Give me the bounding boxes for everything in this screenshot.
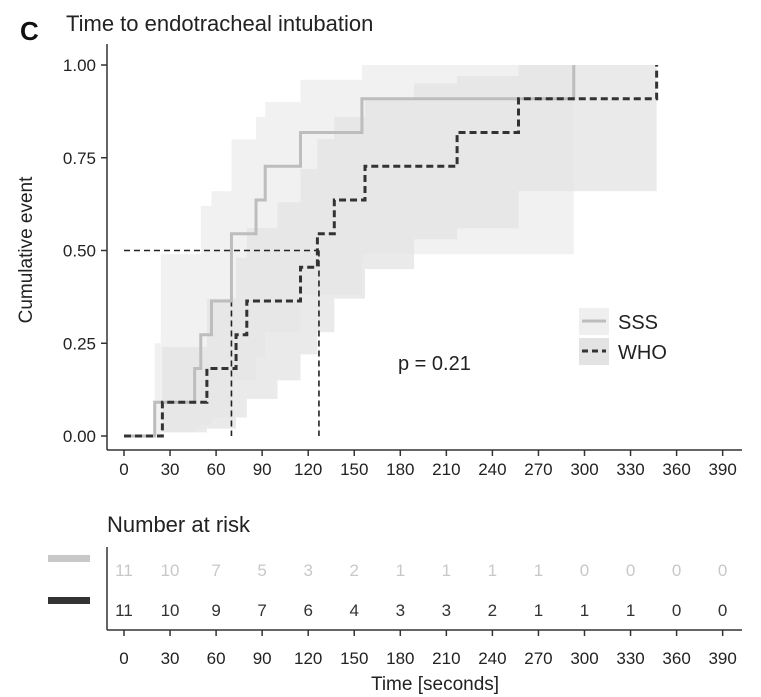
risk-cell-sss-6: 1 [396,561,405,580]
y-tick-label-1: 0.25 [63,334,96,353]
risk-table-title: Number at risk [107,512,251,537]
risk-cell-who-1: 10 [161,601,180,620]
risk-x-tick-label-10: 300 [570,649,598,668]
ci-band-who-9 [364,98,415,270]
risk-cell-sss-5: 2 [350,561,359,580]
risk-cell-who-5: 4 [350,601,359,620]
x-tick-label-13: 390 [708,460,736,479]
km-curves [124,65,659,438]
risk-cell-who-4: 6 [303,601,312,620]
ci-band-who-3 [236,257,247,418]
x-tick-label-8: 240 [478,460,506,479]
risk-table-values: 11 10 7 5 3 2 1 1 1 1 0 0 0 011 10 9 7 6 4 3 3 2 1 1 1 0 0 [115,561,727,620]
x-tick-label-11: 330 [616,460,644,479]
risk-cell-who-6: 3 [396,601,405,620]
curve-sss [124,65,576,438]
legend-label-who: WHO [618,342,667,364]
risk-cell-sss-3: 5 [257,561,266,580]
risk-cell-sss-9: 1 [534,561,543,580]
x-tick-label-6: 180 [386,460,414,479]
risk-key-who [48,597,90,604]
x-tick-label-7: 210 [432,460,460,479]
curve-who [124,65,659,438]
ci-band-sss-3 [194,254,201,429]
x-tick-label-2: 60 [207,460,226,479]
risk-x-axis-ticks: 0 30 60 90 120 150 180 210 240 270 300 330 360 390 [119,630,737,668]
y-tick-label-2: 0.50 [63,242,96,261]
y-axis-ticks: 0.00 0.25 0.50 0.75 1.00 [63,56,107,446]
risk-cell-sss-10: 0 [580,561,589,580]
p-value-annotation: p = 0.21 [398,353,471,375]
risk-cell-who-11: 1 [626,601,635,620]
risk-cell-who-7: 3 [442,601,451,620]
risk-cell-sss-1: 10 [161,561,180,580]
y-tick-label-3: 0.75 [63,149,96,168]
risk-cell-sss-2: 7 [211,561,220,580]
x-tick-label-5: 150 [340,460,368,479]
ci-band-who-7 [317,139,335,333]
ci-band-who-4 [246,228,278,399]
legend-label-sss: SSS [618,312,658,334]
risk-cell-sss-0: 11 [115,561,133,580]
risk-x-tick-label-11: 330 [616,649,644,668]
risk-cell-who-8: 2 [488,601,497,620]
ci-band-sss-4 [200,205,212,425]
risk-x-tick-label-6: 180 [386,649,414,668]
risk-cell-sss-13: 0 [718,561,727,580]
x-axis-ticks: 0 30 60 90 120 150 180 210 240 270 300 330 360 390 [119,450,737,479]
ci-band-who-12 [518,65,573,192]
main-axes [106,44,742,451]
risk-cell-sss-11: 0 [626,561,635,580]
y-tick-label-4: 1.00 [63,56,96,75]
risk-x-tick-label-4: 120 [294,649,322,668]
ci-band-who-5 [277,202,301,381]
y-axis-label: Cumulative event [16,176,37,324]
x-tick-label-3: 90 [253,460,272,479]
legend: SSS WHO [579,308,667,365]
ci-band-sss-1 [154,343,161,436]
risk-x-tick-label-7: 210 [432,649,460,668]
risk-x-tick-label-2: 60 [207,649,226,668]
x-tick-label-1: 30 [161,460,180,479]
x-tick-label-4: 120 [294,460,322,479]
risk-cell-who-3: 7 [257,601,266,620]
risk-x-tick-label-1: 30 [161,649,180,668]
x-axis-label: Time [seconds] [371,674,499,695]
risk-x-tick-label-0: 0 [119,649,128,668]
panel-label: C [20,16,39,46]
risk-key-sss [48,555,90,562]
risk-cell-who-0: 11 [115,601,133,620]
risk-cell-sss-4: 3 [303,561,312,580]
risk-x-tick-label-9: 270 [524,649,552,668]
x-tick-label-10: 300 [570,460,598,479]
risk-table-keys [48,555,90,604]
risk-x-tick-label-13: 390 [708,649,736,668]
risk-cell-who-10: 1 [580,601,589,620]
risk-x-tick-label-12: 360 [662,649,690,668]
ci-band-who-11 [457,76,519,229]
ci-band-who-13 [572,65,657,192]
risk-cell-who-12: 0 [672,601,681,620]
risk-cell-sss-7: 1 [442,561,451,580]
ci-band-who-6 [300,168,318,355]
x-tick-label-0: 0 [119,460,128,479]
chart-title: Time to endotracheal intubation [66,11,373,36]
risk-cell-who-13: 0 [718,601,727,620]
risk-x-tick-label-8: 240 [478,649,506,668]
y-tick-label-0: 0.00 [63,427,96,446]
risk-x-tick-label-3: 90 [253,649,272,668]
risk-cell-sss-8: 1 [488,561,497,580]
ci-band-who-8 [334,116,365,299]
risk-cell-sss-12: 0 [672,561,681,580]
ci-band-who-10 [414,83,458,240]
risk-cell-who-2: 9 [211,601,220,620]
x-tick-label-9: 270 [524,460,552,479]
x-tick-label-12: 360 [662,460,690,479]
risk-cell-who-9: 1 [534,601,543,620]
confidence-bands [154,65,657,436]
risk-x-tick-label-5: 150 [340,649,368,668]
